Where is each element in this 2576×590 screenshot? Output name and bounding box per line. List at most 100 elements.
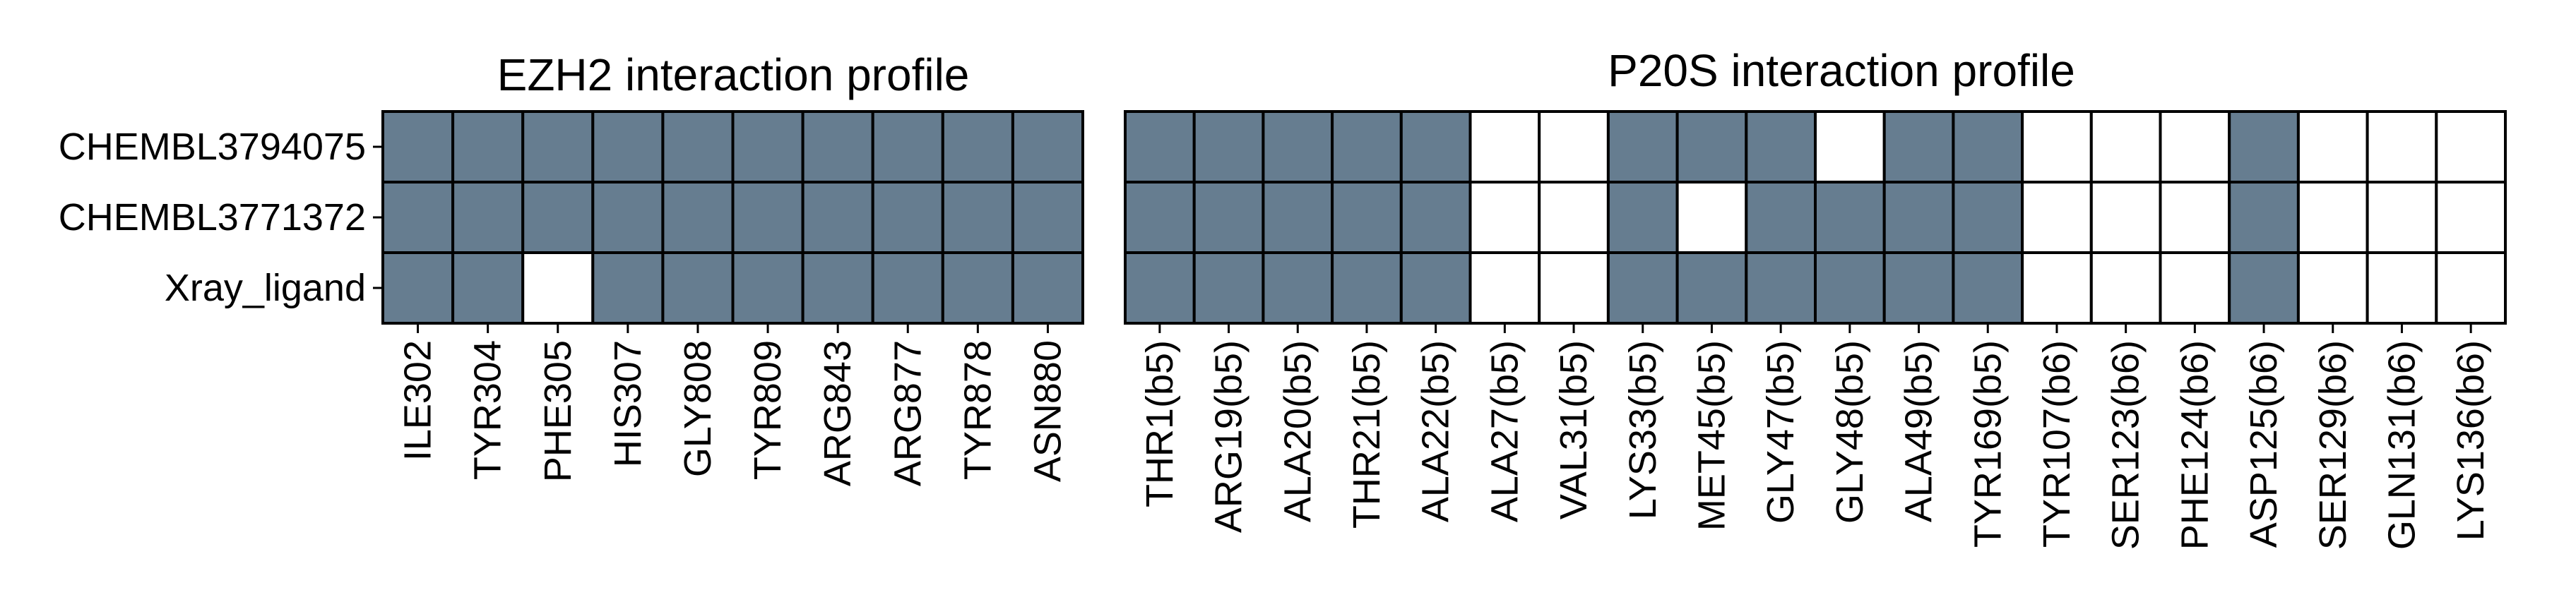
p20s-cell-r1-c6 [1538,181,1610,254]
ezh2-cell-r0-c2 [521,110,595,183]
ezh2-cell-r2-c8 [941,251,1014,325]
ezh2-x-tick-label: TYR878 [956,340,999,480]
p20s-cell-r0-c2 [1262,110,1334,183]
p20s-cell-r1-c8 [1675,181,1748,254]
p20s-cell-r0-c10 [1814,110,1886,183]
p20s-cell-r1-c3 [1331,181,1403,254]
p20s-x-tick-label: PHE124(b6) [2173,340,2216,550]
p20s-cell-r2-c3 [1331,251,1403,325]
p20s-cell-r2-c2 [1262,251,1334,325]
p20s-cell-r0-c12 [1952,110,2024,183]
ezh2-cell-r2-c1 [451,251,525,325]
p20s-x-tick-label: MET45(b5) [1690,340,1733,531]
p20s-cell-r0-c15 [2159,110,2231,183]
ezh2-cell-r0-c7 [871,110,944,183]
ezh2-cell-r0-c9 [1011,110,1085,183]
p20s-x-tick-label: ALA49(b5) [1898,340,1940,522]
ezh2-cell-r2-c3 [591,251,665,325]
ezh2-cell-r1-c5 [731,181,805,254]
p20s-cell-r2-c8 [1675,251,1748,325]
p20s-cell-r0-c1 [1192,110,1265,183]
p20s-cell-r2-c13 [2021,251,2093,325]
p20s-cell-r0-c6 [1538,110,1610,183]
p20s-cell-r1-c11 [1882,181,1955,254]
p20s-cell-r1-c17 [2296,181,2369,254]
p20s-x-tick-label: GLY48(b5) [1829,340,1871,524]
p20s-x-tick-label: THR1(b5) [1139,340,1181,507]
ezh2-cell-r2-c5 [731,251,805,325]
p20s-cell-r0-c3 [1331,110,1403,183]
ezh2-cell-r2-c7 [871,251,944,325]
p20s-cell-r0-c13 [2021,110,2093,183]
ezh2-x-tick-label: ASN880 [1026,340,1069,482]
ezh2-cell-r2-c9 [1011,251,1085,325]
p20s-cell-r0-c7 [1606,110,1679,183]
ezh2-cell-r0-c6 [801,110,874,183]
p20s-x-tick-label: ARG19(b5) [1208,340,1250,533]
p20s-cell-r2-c6 [1538,251,1610,325]
ezh2-cell-r0-c3 [591,110,665,183]
ezh2-cell-r1-c9 [1011,181,1085,254]
p20s-cell-r2-c15 [2159,251,2231,325]
p20s-cell-r2-c7 [1606,251,1679,325]
ezh2-y-tick-label: CHEMBL3794075 [59,126,366,168]
p20s-cell-r1-c18 [2366,181,2438,254]
p20s-heatmap-panel: P20S interaction profile THR1(b5) ARG19(b… [1124,45,2507,550]
ezh2-cell-r1-c7 [871,181,944,254]
ezh2-cell-r0-c5 [731,110,805,183]
ezh2-cell-r0-c4 [661,110,735,183]
p20s-chart-title: P20S interaction profile [1608,45,2075,96]
ezh2-cell-r1-c0 [381,181,455,254]
p20s-cell-r2-c11 [1882,251,1955,325]
p20s-cell-r1-c9 [1745,181,1817,254]
p20s-x-tick-label: LYS136(b6) [2450,340,2492,541]
ezh2-chart-title: EZH2 interaction profile [497,49,970,100]
p20s-cell-r1-c14 [2089,181,2162,254]
p20s-x-tick-label: LYS33(b5) [1622,340,1664,519]
p20s-cell-r0-c16 [2228,110,2300,183]
p20s-x-tick-label: ALA22(b5) [1415,340,1457,522]
p20s-x-tick-label: ALA20(b5) [1276,340,1319,522]
p20s-cell-r0-c8 [1675,110,1748,183]
p20s-cell-r1-c4 [1399,181,1472,254]
p20s-cell-r0-c9 [1745,110,1817,183]
p20s-x-tick-label: ALA27(b5) [1483,340,1526,522]
ezh2-cell-r1-c6 [801,181,874,254]
ezh2-cell-r1-c1 [451,181,525,254]
ezh2-cell-r0-c0 [381,110,455,183]
p20s-x-tick-label: TYR169(b5) [1966,340,2009,548]
ezh2-heatmap-panel: EZH2 interaction profile ILE302 TYR304 PHE… [59,49,1085,486]
p20s-cell-r2-c14 [2089,251,2162,325]
ezh2-x-tick-label: ARG877 [886,340,929,486]
p20s-cell-r0-c18 [2366,110,2438,183]
p20s-cell-r1-c13 [2021,181,2093,254]
p20s-x-tick-label: SER123(b6) [2105,340,2147,550]
p20s-cell-r1-c19 [2435,181,2507,254]
ezh2-cell-r1-c3 [591,181,665,254]
p20s-cell-r2-c1 [1192,251,1265,325]
ezh2-x-tick-label: HIS307 [607,340,649,467]
p20s-x-tick-label: GLY47(b5) [1759,340,1802,524]
ezh2-x-tick-label: TYR809 [747,340,789,480]
p20s-cell-r2-c16 [2228,251,2300,325]
p20s-cell-r2-c9 [1745,251,1817,325]
p20s-x-tick-label: TYR107(b6) [2036,340,2078,548]
p20s-cell-r1-c10 [1814,181,1886,254]
p20s-x-tick-label: THR21(b5) [1346,340,1388,529]
p20s-cell-r0-c0 [1124,110,1196,183]
ezh2-x-tick-label: ILE302 [397,340,439,461]
ezh2-cell-r1-c2 [521,181,595,254]
p20s-cell-r2-c0 [1124,251,1196,325]
ezh2-cell-r0-c8 [941,110,1014,183]
p20s-heatmap-frame [1124,110,2507,325]
p20s-x-tick-label: GLN131(b6) [2380,340,2423,550]
ezh2-x-tick-label: GLY808 [677,340,719,477]
p20s-x-tick-label: ASP125(b6) [2243,340,2285,548]
ezh2-cell-r0-c1 [451,110,525,183]
p20s-cell-r0-c19 [2435,110,2507,183]
ezh2-cell-r2-c6 [801,251,874,325]
p20s-cell-r1-c1 [1192,181,1265,254]
ezh2-x-tick-label: ARG843 [817,340,859,486]
p20s-cell-r0-c11 [1882,110,1955,183]
p20s-cell-r2-c4 [1399,251,1472,325]
